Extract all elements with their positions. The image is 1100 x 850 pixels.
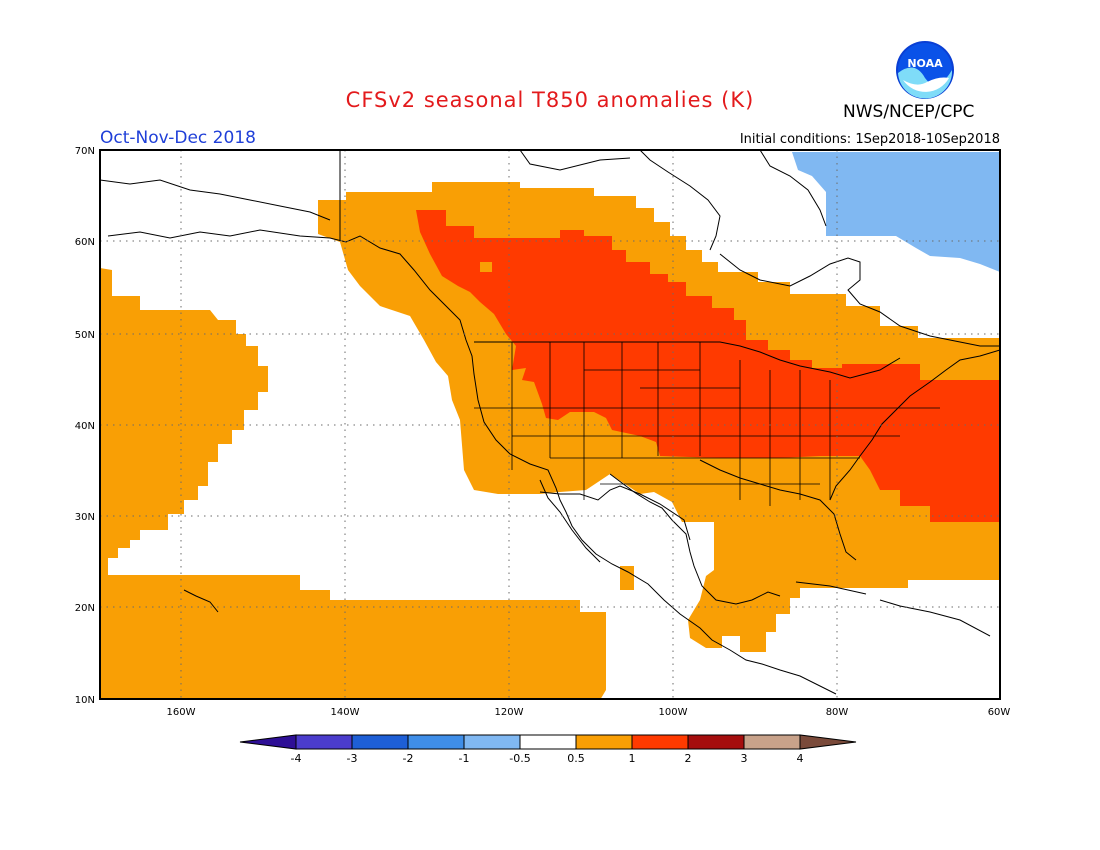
lon-label-160w: 160W <box>167 707 196 718</box>
lat-label-40n: 40N <box>75 421 95 432</box>
colorbar-swatch <box>351 734 409 750</box>
colorbar-label: 1 <box>629 752 636 765</box>
colorbar-swatches <box>239 734 857 750</box>
colorbar-labels: -4 -3 -2 -1 -0.5 0.5 1 2 3 4 <box>291 752 804 765</box>
colorbar-label: 3 <box>741 752 748 765</box>
colorbar-arrow-low <box>239 734 297 750</box>
lat-label-50n: 50N <box>75 330 95 341</box>
colorbar-swatch <box>743 734 801 750</box>
map-frame <box>99 149 1001 700</box>
lon-label-140w: 140W <box>331 707 360 718</box>
map-title: CFSv2 seasonal T850 anomalies (K) <box>345 88 755 112</box>
logo-text: NOAA <box>907 57 943 70</box>
warm-anomaly-moderate <box>416 210 1000 522</box>
colorbar-label: -1 <box>459 752 470 765</box>
coastlines <box>100 150 1000 695</box>
lon-label-120w: 120W <box>495 707 524 718</box>
lat-label-70n: 70N <box>75 146 95 157</box>
lon-label-60w: 60W <box>988 707 1011 718</box>
colorbar-swatch <box>631 734 689 750</box>
lat-label-20n: 20N <box>75 603 95 614</box>
state-borders <box>474 342 940 506</box>
colorbar-swatch <box>407 734 465 750</box>
lat-label-60n: 60N <box>75 237 95 248</box>
organization-label: NWS/NCEP/CPC <box>843 102 975 122</box>
colorbar-label: 0.5 <box>567 752 585 765</box>
country-borders <box>339 150 901 541</box>
cold-anomaly-weak <box>792 152 1000 272</box>
graticule <box>100 150 1000 699</box>
colorbar-swatch <box>687 734 745 750</box>
colorbar-swatch <box>463 734 521 750</box>
colorbar-label: -3 <box>347 752 358 765</box>
colorbar-label: 4 <box>797 752 804 765</box>
lat-label-30n: 30N <box>75 512 95 523</box>
initial-conditions-label: Initial conditions: 1Sep2018-10Sep2018 <box>739 132 1000 147</box>
colorbar-label: -4 <box>291 752 302 765</box>
colorbar-swatch <box>519 734 577 750</box>
noaa-logo-icon: NOAA <box>896 41 954 99</box>
colorbar-arrow-high <box>799 734 857 750</box>
lon-label-100w: 100W <box>659 707 688 718</box>
colorbar-swatch <box>575 734 633 750</box>
colorbar-label: -2 <box>403 752 414 765</box>
colorbar-label: -0.5 <box>509 752 530 765</box>
colorbar-label: 2 <box>685 752 692 765</box>
lon-label-80w: 80W <box>826 707 849 718</box>
latitude-labels: 70N 60N 50N 40N 30N 20N 10N <box>75 146 95 706</box>
longitude-labels: 160W 140W 120W 100W 80W 60W <box>167 707 1011 718</box>
lat-label-10n: 10N <box>75 695 95 706</box>
period-label: Oct-Nov-Dec 2018 <box>100 128 256 148</box>
colorbar-swatch <box>295 734 353 750</box>
